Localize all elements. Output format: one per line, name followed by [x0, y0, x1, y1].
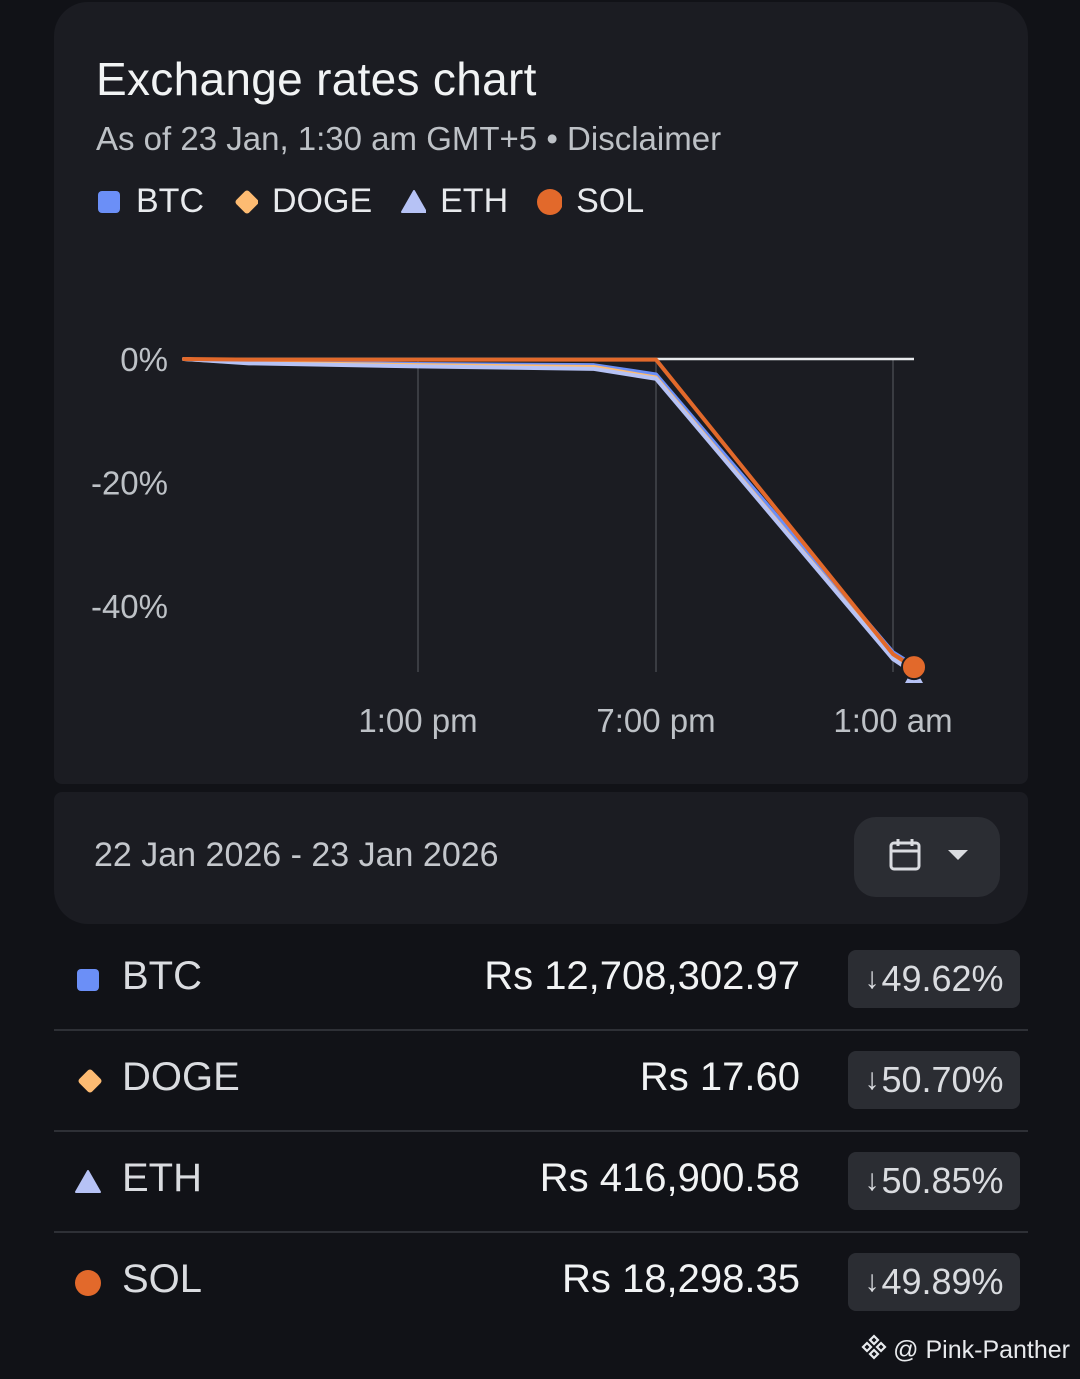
as-of-text: As of 23 Jan, 1:30 am GMT+5	[96, 120, 538, 157]
legend-label: DOGE	[272, 182, 373, 220]
date-range-label: 22 Jan 2026 - 23 Jan 2026	[94, 836, 499, 874]
change-badge: ↓ 49.62%	[848, 950, 1020, 1008]
square-marker-icon	[74, 966, 102, 994]
line-chart[interactable]: 0% -20% -40% 1:00 pm 7:00 pm 1:00 am	[54, 2, 1028, 784]
y-tick-label: 0%	[120, 341, 168, 378]
date-picker-button[interactable]	[854, 817, 1000, 897]
watermark-text: @ Pink-Panther	[893, 1336, 1070, 1364]
change-value: 49.62%	[881, 958, 1004, 999]
currency-list: BTC Rs 12,708,302.97 ↓ 49.62% DOGE Rs 17…	[54, 930, 1028, 1332]
x-tick-label: 1:00 pm	[358, 702, 477, 739]
list-item-doge[interactable]: DOGE Rs 17.60 ↓ 50.70%	[54, 1031, 1028, 1132]
legend-label: ETH	[440, 182, 509, 220]
page-title: Exchange rates chart	[96, 53, 537, 105]
currency-name: BTC	[122, 954, 202, 998]
exchange-rates-card: Exchange rates chart As of 23 Jan, 1:30 …	[54, 2, 1028, 784]
date-range-card: 22 Jan 2026 - 23 Jan 2026	[54, 792, 1028, 924]
calendar-icon	[885, 835, 925, 880]
change-badge: ↓ 50.85%	[848, 1152, 1020, 1210]
circle-marker-icon	[536, 188, 563, 215]
binance-logo-icon	[861, 1334, 887, 1367]
series-line-sol	[182, 357, 916, 670]
down-arrow-icon: ↓	[864, 1265, 880, 1298]
square-marker-icon	[96, 189, 122, 215]
caret-down-icon	[947, 848, 969, 867]
diamond-marker-icon	[232, 189, 258, 215]
triangle-marker-icon	[400, 189, 427, 215]
down-arrow-icon: ↓	[864, 1164, 880, 1197]
x-tick-label: 7:00 pm	[596, 702, 715, 739]
change-badge: ↓ 50.70%	[848, 1051, 1020, 1109]
change-badge: ↓ 49.89%	[848, 1253, 1020, 1311]
separator-dot: •	[546, 120, 558, 157]
as-of-line: As of 23 Jan, 1:30 am GMT+5 • Disclaimer	[96, 120, 721, 158]
diamond-marker-icon	[74, 1067, 102, 1095]
series-line-btc	[182, 357, 916, 668]
legend-item-eth[interactable]: ETH	[400, 182, 508, 221]
legend-label: SOL	[576, 182, 645, 220]
legend-item-btc[interactable]: BTC	[96, 182, 204, 221]
change-value: 50.85%	[881, 1160, 1004, 1201]
currency-price: Rs 416,900.58	[539, 1156, 800, 1200]
currency-name: ETH	[122, 1156, 202, 1200]
chart-legend: BTC DOGE ETH SOL	[96, 182, 672, 221]
down-arrow-icon: ↓	[864, 962, 880, 995]
series-line-doge	[182, 357, 916, 675]
list-item-btc[interactable]: BTC Rs 12,708,302.97 ↓ 49.62%	[54, 930, 1028, 1031]
y-tick-label: -40%	[91, 588, 168, 625]
change-value: 50.70%	[881, 1059, 1004, 1100]
currency-price: Rs 12,708,302.97	[484, 954, 800, 998]
legend-item-doge[interactable]: DOGE	[232, 182, 372, 221]
currency-price: Rs 18,298.35	[562, 1257, 800, 1301]
series-line-eth	[182, 357, 916, 675]
x-tick-label: 1:00 am	[833, 702, 952, 739]
legend-label: BTC	[136, 182, 204, 220]
change-value: 49.89%	[881, 1261, 1004, 1302]
currency-name: SOL	[122, 1257, 203, 1301]
legend-item-sol[interactable]: SOL	[536, 182, 644, 221]
list-item-sol[interactable]: SOL Rs 18,298.35 ↓ 49.89%	[54, 1233, 1028, 1332]
triangle-marker-icon	[74, 1168, 102, 1196]
y-tick-label: -20%	[91, 465, 168, 502]
series-end-marker-sol	[901, 654, 927, 681]
circle-marker-icon	[74, 1269, 102, 1297]
currency-price: Rs 17.60	[639, 1055, 800, 1099]
watermark: @ Pink-Panther	[861, 1334, 1070, 1367]
down-arrow-icon: ↓	[864, 1063, 880, 1096]
list-item-eth[interactable]: ETH Rs 416,900.58 ↓ 50.85%	[54, 1132, 1028, 1233]
currency-name: DOGE	[122, 1055, 240, 1099]
disclaimer-link[interactable]: Disclaimer	[567, 120, 722, 157]
